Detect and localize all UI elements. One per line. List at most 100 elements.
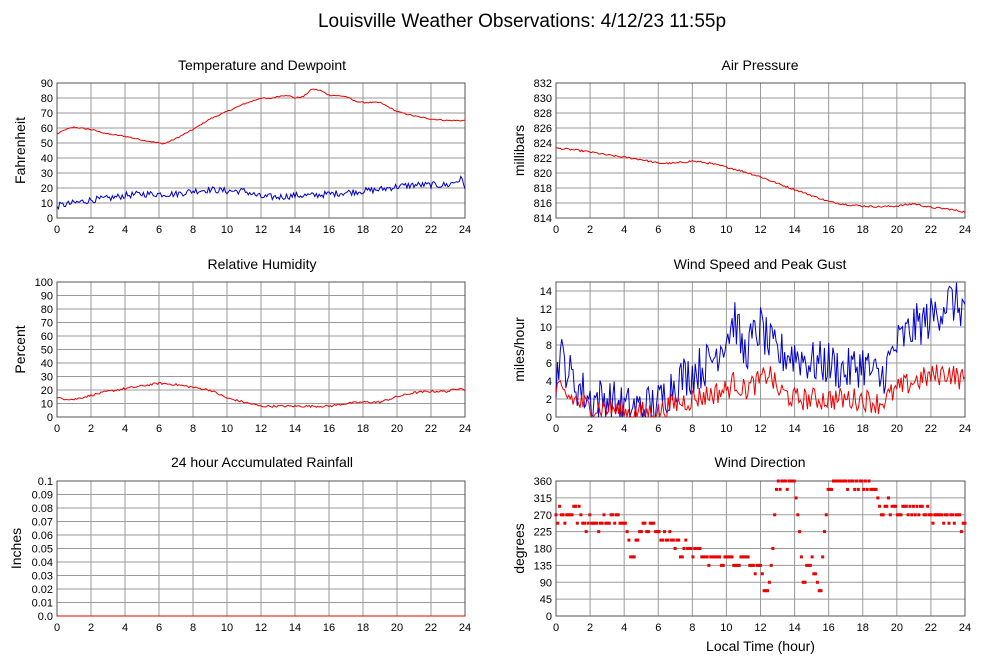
y-tick-label: 60 [41,123,53,135]
x-tick-label: 24 [959,423,971,435]
direction-point [668,530,672,534]
direction-point [695,547,698,550]
direction-point [741,555,745,559]
direction-point [894,504,898,508]
series-line-0 [555,147,966,214]
plot-frame [555,480,966,617]
direction-point [796,513,800,517]
direction-point [657,530,661,534]
x-axis-label: Local Time (hour) [706,638,815,654]
direction-point [744,555,748,559]
chart-title: Air Pressure [721,57,798,73]
direction-point [622,521,626,525]
direction-point [734,563,738,567]
direction-point [926,504,930,508]
direction-point [727,555,730,559]
direction-point [579,513,583,517]
x-tick-label: 22 [925,423,937,435]
direction-point [831,479,835,483]
direction-point [904,504,908,508]
x-tick-label: 6 [655,423,661,435]
direction-point [595,521,599,525]
direction-point [702,555,706,559]
direction-point [757,563,761,567]
direction-point [570,513,574,517]
direction-point [566,513,570,517]
direction-point [858,479,862,483]
x-tick-label: 8 [190,622,196,634]
y-tick-label: 10 [41,198,53,210]
direction-point [639,530,643,534]
x-tick-label: 24 [959,622,971,634]
direction-point [871,487,874,491]
chart-title: Relative Humidity [208,256,317,272]
direction-point [581,521,585,525]
direction-point [721,563,725,567]
direction-point [958,513,962,517]
direction-point [799,555,803,559]
direction-point [842,479,846,483]
direction-point [698,547,702,550]
x-tick-label: 14 [289,622,301,634]
x-tick-label: 10 [221,224,233,236]
plot-frame [56,82,466,219]
direction-point [641,521,645,525]
direction-point [602,513,606,517]
y-tick-label: 90 [41,78,53,90]
direction-point [927,513,931,517]
y-tick-label: 80 [41,93,53,105]
x-tick-label: 8 [190,224,196,236]
direction-point [903,504,906,508]
direction-point [835,479,839,483]
direction-point [919,504,922,508]
direction-point [737,563,741,567]
direction-point [872,487,876,491]
x-tick-label: 18 [857,423,869,435]
direction-point [956,513,960,517]
y-axis-label: millibars [511,125,527,176]
y-tick-label: 0 [47,412,53,424]
y-tick-label: 814 [534,213,552,225]
chart-title: Wind Direction [714,454,805,470]
y-tick-label: 360 [534,476,552,488]
direction-point [597,530,601,534]
direction-point [839,479,842,483]
x-tick-label: 22 [925,224,937,236]
direction-point [931,521,935,525]
direction-point [762,589,766,593]
x-tick-label: 16 [823,423,835,435]
y-tick-label: 50 [41,138,53,150]
x-tick-label: 0 [54,224,60,236]
direction-point [600,521,604,525]
direction-point [671,538,675,542]
x-tick-label: 22 [425,423,437,435]
direction-point [803,580,807,584]
direction-point [691,555,695,559]
x-tick-label: 18 [357,224,369,236]
direction-point [917,513,921,517]
direction-point [881,513,885,517]
direction-point [618,521,622,525]
x-tick-label: 8 [689,224,695,236]
x-tick-label: 0 [553,423,559,435]
page-title: Louisville Weather Observations: 4/12/23… [318,11,726,32]
direction-point [826,487,830,491]
direction-point [961,521,965,525]
y-tick-label: 826 [534,123,552,135]
y-tick-label: 0.03 [32,571,53,583]
direction-point [883,504,887,508]
direction-point [769,563,773,567]
y-axis-label: Inches [8,528,24,569]
y-axis-label: degrees [511,523,527,574]
direction-point [952,521,956,525]
direction-point [947,521,951,525]
direction-point [789,479,793,483]
y-tick-label: 10 [41,399,53,411]
direction-point [840,479,844,483]
direction-point [732,563,736,567]
direction-point [709,555,713,559]
direction-point [910,513,914,517]
x-tick-label: 6 [655,224,661,236]
direction-point [938,513,942,517]
direction-point [563,521,567,525]
